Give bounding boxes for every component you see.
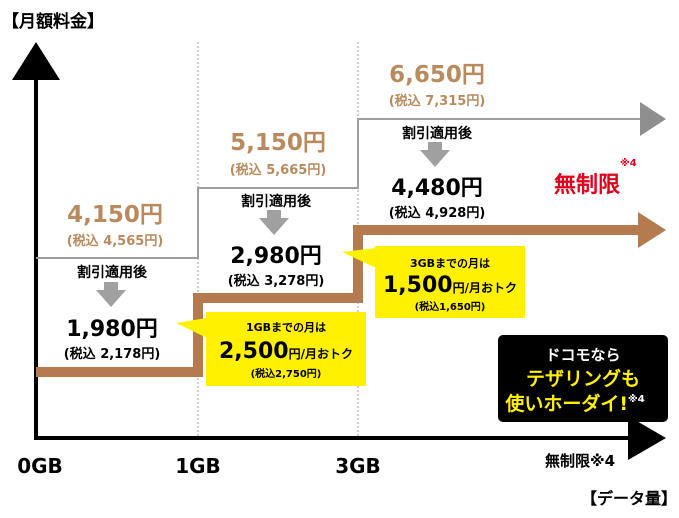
- discount-price-1-3gb: 2,980円: [230, 244, 322, 269]
- callout-amount: 1,500: [383, 273, 453, 298]
- callout-line1: 3GBまでの月は: [410, 257, 490, 270]
- savings-callout-1gb: 1GBまでの月は 2,500円/月おトク (税込2,750円): [176, 312, 366, 386]
- x-axis-arrow-icon: [628, 416, 666, 460]
- regular-tax-0-1gb: (税込 4,565円): [67, 233, 164, 249]
- callout-line1: 1GBまでの月は: [246, 321, 326, 334]
- svg-text:1,500円/月おトク: 1,500円/月おトク: [383, 273, 517, 298]
- x-tick-1gb: 1GB: [175, 454, 221, 478]
- x-tick-unlimited: 無制限※4: [545, 452, 615, 470]
- callout-unit: 円/月おトク: [453, 281, 517, 295]
- unlimited-note: ※4: [620, 157, 637, 169]
- x-tick-3gb: 3GB: [335, 454, 381, 478]
- callout-tax: (税込2,750円): [251, 367, 322, 380]
- svg-text:2,500円/月おトク: 2,500円/月おトク: [219, 339, 353, 364]
- x-tick-0gb: 0GB: [17, 454, 63, 478]
- badge-note: ※4: [628, 393, 645, 405]
- discount-price-line: [36, 225, 640, 377]
- regular-price-3gb-plus: 6,650円: [389, 62, 485, 88]
- callout-unit: 円/月おトク: [289, 347, 353, 361]
- unlimited-mark: 無制限: [554, 172, 620, 198]
- badge-line1: ドコモなら: [545, 346, 620, 364]
- tethering-badge: ドコモなら テザリングも 使いホーダイ!※4: [498, 335, 668, 422]
- discount-price-arrow-icon: [638, 212, 666, 248]
- y-axis-arrow-icon: [12, 42, 60, 80]
- callout-tax: (税込1,650円): [415, 300, 486, 313]
- regular-price-0-1gb: 4,150円: [67, 202, 163, 228]
- savings-callout-3gb: 3GBまでの月は 1,500円/月おトク (税込1,650円): [342, 246, 525, 318]
- regular-price-1-3gb: 5,150円: [230, 130, 326, 156]
- discount-label-1-3gb: 割引適用後: [241, 193, 312, 210]
- regular-price-line: [36, 118, 640, 259]
- discount-price-3gb-plus: 4,480円: [391, 176, 483, 201]
- discount-label-3gb-plus: 割引適用後: [402, 125, 473, 142]
- down-arrow-icon: [96, 282, 126, 307]
- callout-amount: 2,500: [219, 339, 289, 364]
- discount-tax-3gb-plus: (税込 4,928円): [389, 205, 486, 221]
- discount-tax-0-1gb: (税込 2,178円): [64, 346, 161, 362]
- discount-tax-1-3gb: (税込 3,278円): [228, 273, 325, 289]
- down-arrow-icon: [420, 142, 450, 167]
- discount-label-0-1gb: 割引適用後: [77, 264, 148, 281]
- down-arrow-icon: [259, 210, 289, 235]
- regular-tax-3gb-plus: (税込 7,315円): [389, 93, 486, 109]
- x-axis-label: 【データ量】: [581, 489, 677, 508]
- discount-price-0-1gb: 1,980円: [66, 317, 158, 342]
- regular-tax-1-3gb: (税込 5,665円): [230, 162, 327, 178]
- chart-title: 【月額料金】: [2, 11, 104, 32]
- badge-line3: 使いホーダイ!: [504, 392, 628, 415]
- badge-line2: テザリングも: [526, 367, 640, 390]
- regular-price-arrow-icon: [640, 102, 666, 136]
- svg-text:使いホーダイ!※4: 使いホーダイ!※4: [504, 392, 644, 415]
